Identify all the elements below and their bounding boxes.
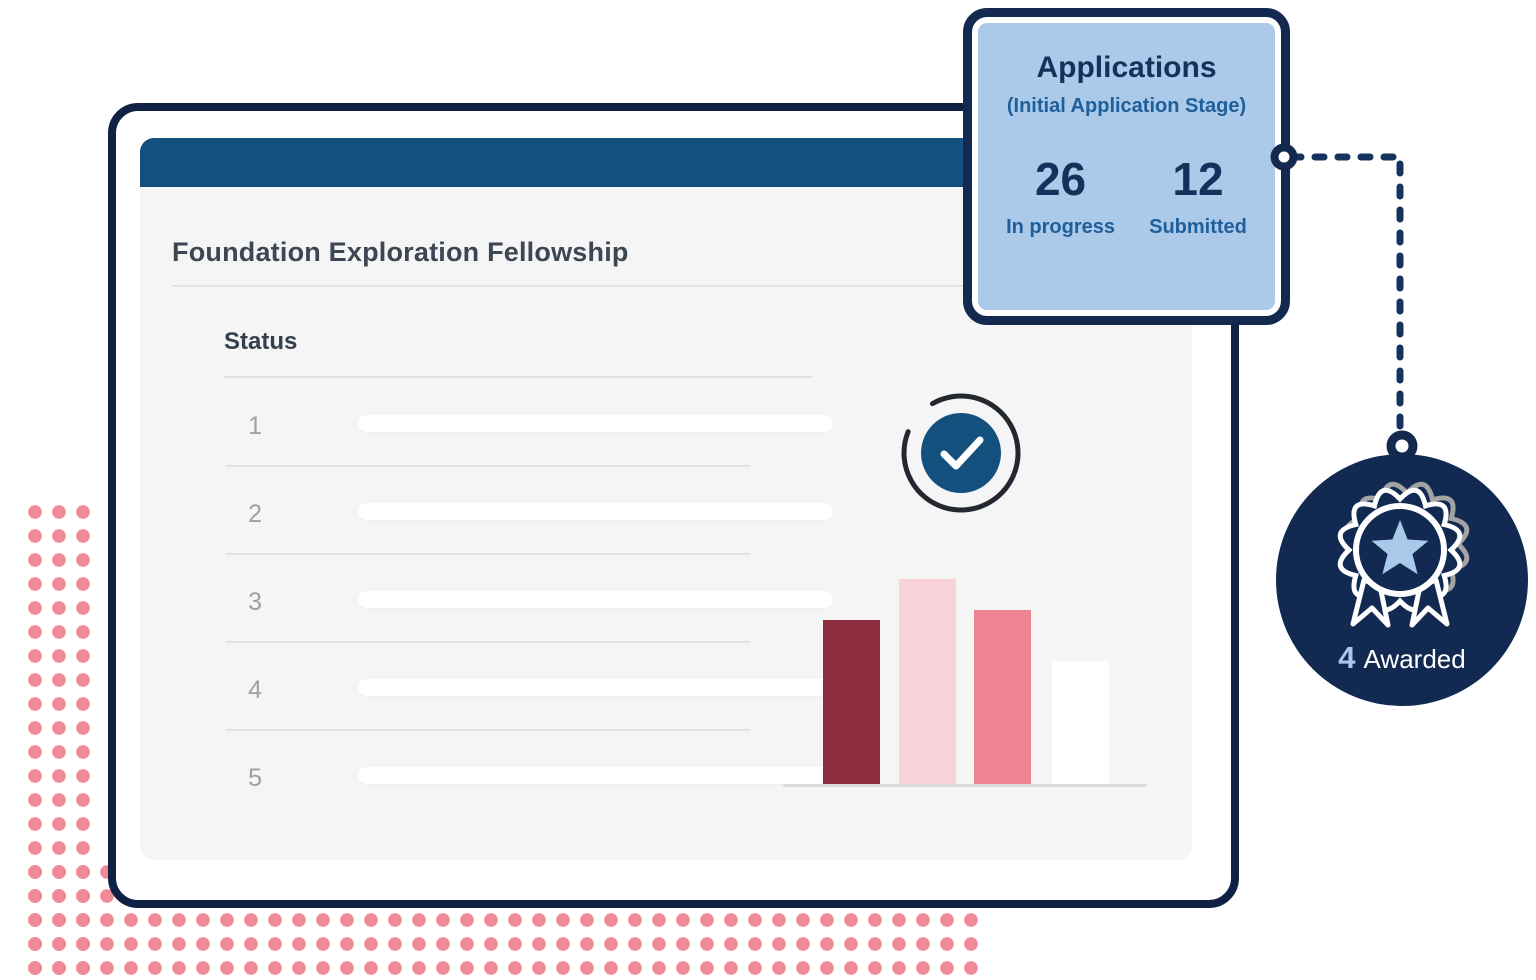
rosette-award-icon <box>1337 481 1470 628</box>
applications-stats: 26 In progress 12 Submitted <box>972 152 1281 239</box>
stat-submitted: 12 Submitted <box>1149 152 1247 239</box>
status-row-number: 1 <box>248 412 262 440</box>
title-divider <box>172 285 1160 287</box>
status-row-number: 4 <box>248 676 262 704</box>
applications-bar-chart <box>783 511 1147 787</box>
checkmark-circle-icon <box>896 388 1026 518</box>
row-divider <box>226 465 750 467</box>
applications-card-inner: Applications (Initial Application Stage)… <box>972 17 1281 316</box>
stat-in-progress: 26 In progress <box>1006 152 1115 239</box>
page-title: Foundation Exploration Fellowship <box>172 237 629 267</box>
status-row-number: 5 <box>248 764 262 792</box>
status-row-3: 3 <box>224 588 890 616</box>
awarded-label: Awarded <box>1363 644 1466 674</box>
chart-bar-2 <box>899 579 956 785</box>
status-row-2: 2 <box>224 500 890 528</box>
status-bar-placeholder <box>358 591 833 608</box>
status-bar-placeholder <box>358 415 833 432</box>
row-divider <box>226 641 750 643</box>
row-divider <box>226 553 750 555</box>
status-bar-placeholder <box>358 679 833 696</box>
applications-subtitle: (Initial Application Stage) <box>1006 95 1247 117</box>
status-row-number: 2 <box>248 500 262 528</box>
status-row-number: 3 <box>248 588 262 616</box>
row-divider <box>226 729 750 731</box>
stat-label: Submitted <box>1149 216 1247 238</box>
status-row-1: 1 <box>224 412 890 440</box>
status-heading-divider <box>224 376 812 378</box>
status-row-5: 5 <box>224 764 890 792</box>
chart-bar-4 <box>1052 661 1109 785</box>
status-bar-placeholder <box>358 503 833 520</box>
status-row-4: 4 <box>224 676 890 704</box>
stat-value: 12 <box>1172 153 1224 205</box>
status-bar-placeholder <box>358 767 833 784</box>
chart-bar-1 <box>823 620 880 785</box>
awarded-count: 4 Awarded <box>1276 640 1528 676</box>
applications-title: Applications <box>1036 51 1217 84</box>
chart-baseline <box>783 784 1147 787</box>
awarded-value: 4 <box>1338 640 1356 675</box>
star-icon <box>1371 520 1429 575</box>
awarded-badge: 4 Awarded <box>1276 454 1528 706</box>
chart-bar-3 <box>974 610 1031 785</box>
status-heading: Status <box>224 328 298 355</box>
stat-value: 26 <box>1034 153 1087 205</box>
applications-card: Applications (Initial Application Stage)… <box>963 8 1290 325</box>
stat-label: In progress <box>1006 216 1116 238</box>
